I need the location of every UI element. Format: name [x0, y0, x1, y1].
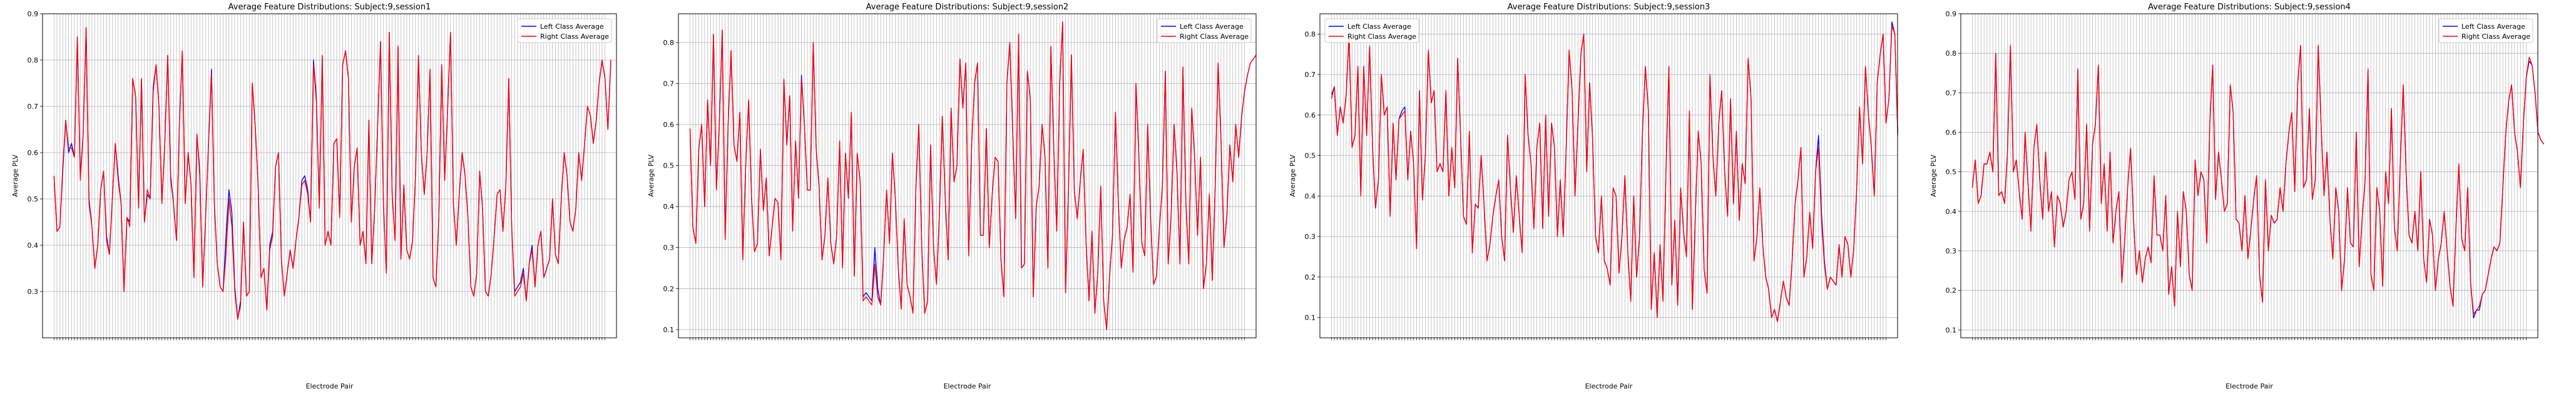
y-tick-label: 0.7 — [1305, 71, 1316, 79]
y-tick-label: 0.3 — [1305, 233, 1316, 241]
legend: Left Class Average Right Class Average — [1324, 18, 1419, 43]
y-axis-label: Average PLV — [1289, 155, 1297, 197]
y-tick-label: 0.7 — [28, 103, 39, 111]
legend: Left Class Average Right Class Average — [517, 18, 612, 43]
y-tick-label: 0.2 — [1305, 273, 1316, 282]
y-tick-label: 0.5 — [1305, 152, 1316, 160]
chart-panel-2: 0.1 0.2 0.3 0.4 0.5 0.6 0.7 0.8 Average Feature … — [647, 3, 1257, 390]
legend-box — [1157, 18, 1252, 43]
legend-box — [2438, 18, 2533, 43]
y-tick-label: 0.5 — [1946, 168, 1957, 176]
legend-box — [1324, 18, 1419, 43]
y-tick-label: 0.7 — [663, 80, 675, 88]
y-tick-label: 0.4 — [28, 241, 39, 250]
legend: Left Class Average Right Class Average — [2438, 18, 2533, 43]
y-tick-label: 0.3 — [1946, 247, 1957, 255]
series-line-right — [1971, 44, 2545, 315]
legend-label-right: Right Class Average — [1347, 33, 1416, 41]
y-tick-label: 0.8 — [1946, 49, 1957, 58]
chart-panel-4: 0.1 0.2 0.3 0.4 0.5 0.6 0.7 0.8 0.9 Average Featu… — [1929, 3, 2545, 390]
y-tick-label: 0.6 — [663, 121, 675, 129]
x-axis-label: Electrode Pair — [1585, 382, 1633, 390]
y-tick-label: 0.8 — [1305, 30, 1316, 38]
y-axis-label: Average PLV — [1929, 155, 1938, 197]
y-tick-label: 0.5 — [28, 195, 39, 203]
legend-label-right: Right Class Average — [540, 33, 609, 41]
legend-box — [517, 18, 612, 43]
y-tick-label: 0.6 — [1305, 111, 1316, 119]
y-tick-label: 0.2 — [1946, 287, 1957, 295]
series-line-right — [1331, 25, 1898, 322]
chart-title: Average Feature Distributions: Subject:9… — [1508, 3, 1710, 12]
x-axis-label: Electrode Pair — [944, 382, 991, 390]
y-tick-label: 0.5 — [663, 162, 675, 170]
legend-label-left: Left Class Average — [1180, 23, 1244, 31]
y-tick-label: 0.6 — [28, 149, 39, 157]
y-tick-label: 0.8 — [663, 39, 675, 47]
chart-panel-1: 0.3 0.4 0.5 0.6 0.7 0.8 0.9 Average Feature Dis… — [11, 3, 617, 390]
y-tick-label: 0.9 — [28, 10, 39, 18]
chart-title: Average Feature Distributions: Subject:9… — [2148, 3, 2351, 12]
legend-label-left: Left Class Average — [540, 23, 604, 31]
y-tick-label: 0.8 — [28, 56, 39, 64]
plot-frame — [1319, 13, 1898, 338]
y-tick-label: 0.7 — [1946, 89, 1957, 97]
x-axis-label: Electrode Pair — [2226, 382, 2273, 390]
chart-title: Average Feature Distributions: Subject:9… — [866, 3, 1069, 12]
y-tick-label: 0.6 — [1946, 129, 1957, 137]
chart-title: Average Feature Distributions: Subject:9… — [228, 3, 431, 12]
series-line-right — [689, 21, 1257, 330]
y-tick-label: 0.1 — [1946, 326, 1957, 334]
plot-frame — [1960, 13, 2538, 338]
series-line-right — [53, 27, 611, 320]
x-axis-label: Electrode Pair — [306, 382, 354, 390]
y-tick-label: 0.4 — [1946, 208, 1957, 216]
legend-label-right: Right Class Average — [1180, 33, 1249, 41]
y-tick-label: 0.2 — [663, 285, 675, 293]
y-tick-label: 0.1 — [1305, 314, 1316, 322]
legend-label-left: Left Class Average — [1347, 23, 1411, 31]
y-tick-label: 0.3 — [28, 288, 39, 296]
plot-frame — [678, 13, 1257, 338]
legend-label-right: Right Class Average — [2461, 33, 2530, 41]
y-tick-label: 0.3 — [663, 244, 675, 252]
y-axis-label: Average PLV — [11, 155, 19, 197]
y-tick-label: 0.9 — [1946, 10, 1957, 18]
legend: Left Class Average Right Class Average — [1157, 18, 1252, 43]
y-tick-label: 0.4 — [663, 203, 675, 211]
y-axis-label: Average PLV — [647, 155, 655, 197]
plot-frame — [42, 13, 617, 338]
legend-label-left: Left Class Average — [2461, 23, 2525, 31]
y-tick-label: 0.1 — [663, 326, 675, 334]
y-tick-label: 0.4 — [1305, 192, 1316, 200]
chart-panel-3: 0.1 0.2 0.3 0.4 0.5 0.6 0.7 0.8 Average Feature … — [1289, 3, 1898, 390]
